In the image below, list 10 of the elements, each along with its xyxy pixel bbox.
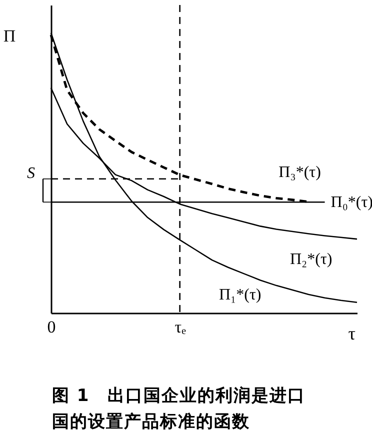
x-axis-title: τ — [348, 324, 356, 344]
annotation: S — [27, 164, 35, 182]
text: 图 1 出口国企业的利润是进口国的设置产品标准的函数 — [52, 385, 307, 434]
series-label: Π₃*(τ) — [278, 164, 321, 181]
x-tick-label: 0 — [47, 318, 56, 336]
series-label: Π₀*(τ) — [330, 194, 372, 212]
series-label: Π₂*(τ) — [290, 251, 332, 268]
x-tick-label: τₑ — [174, 318, 187, 336]
series-label: Π₁*(τ) — [219, 286, 262, 304]
y-axis-title: Π — [3, 26, 16, 46]
